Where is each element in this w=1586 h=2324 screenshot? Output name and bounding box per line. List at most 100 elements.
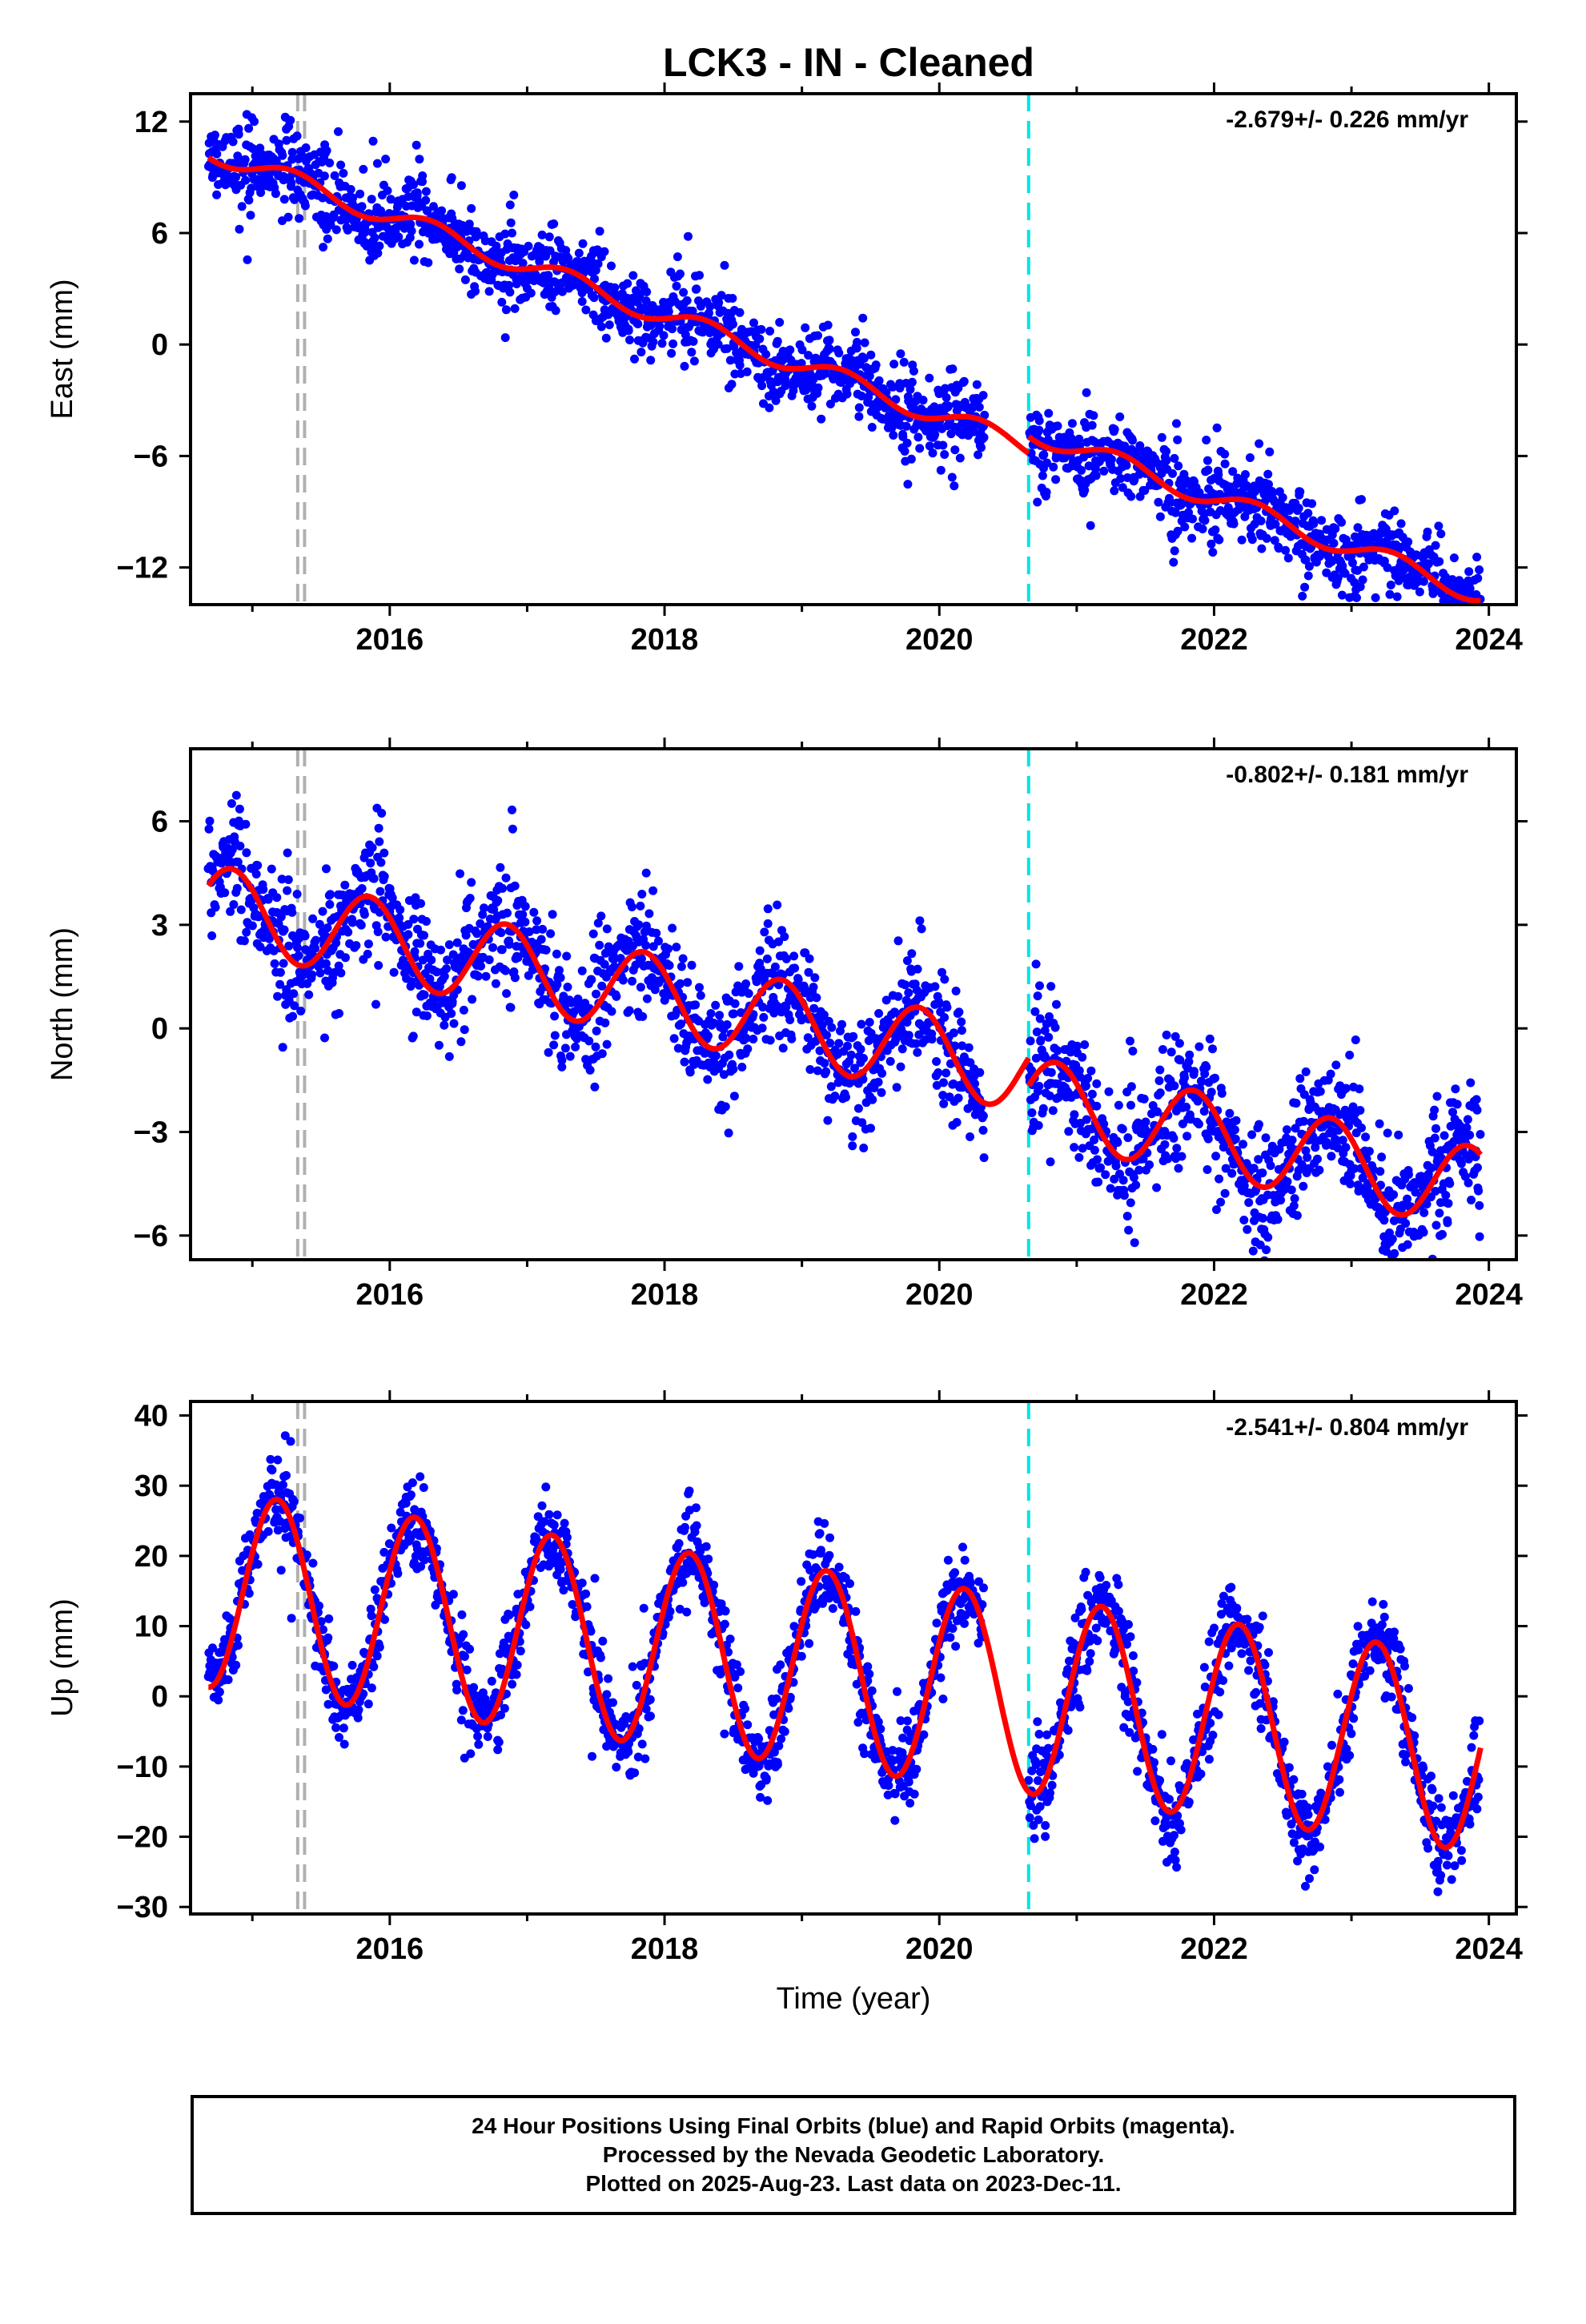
data-point	[467, 878, 476, 887]
data-point	[520, 917, 530, 927]
data-point	[335, 1733, 343, 1742]
data-point	[574, 248, 584, 258]
data-point	[544, 1510, 554, 1519]
data-point	[927, 1035, 937, 1044]
data-point	[1430, 1133, 1439, 1143]
data-point	[412, 188, 422, 198]
data-point	[1042, 458, 1052, 468]
data-point	[728, 294, 737, 303]
data-point	[1122, 1212, 1132, 1221]
data-point	[412, 1007, 421, 1017]
data-point	[938, 440, 948, 450]
data-point	[904, 988, 913, 998]
data-point	[1473, 573, 1483, 583]
data-point	[1203, 465, 1213, 475]
data-point	[1212, 1205, 1221, 1214]
data-point	[915, 916, 925, 926]
data-point	[322, 146, 331, 155]
data-point	[1035, 1014, 1045, 1023]
data-point	[462, 227, 472, 236]
data-point	[334, 127, 343, 136]
data-point	[765, 1035, 775, 1045]
data-point	[1379, 1216, 1389, 1225]
data-point	[820, 1059, 829, 1068]
data-point	[1185, 1050, 1195, 1059]
data-point	[950, 1041, 960, 1051]
data-point	[366, 858, 375, 868]
data-point	[893, 936, 903, 946]
data-point	[240, 155, 250, 164]
data-point	[940, 450, 950, 459]
data-point	[1270, 536, 1279, 545]
data-point	[1247, 535, 1257, 545]
data-point	[650, 985, 660, 995]
data-point	[1221, 1164, 1231, 1173]
data-point	[1082, 1081, 1090, 1091]
data-point	[821, 368, 830, 378]
data-point	[805, 954, 814, 963]
data-point	[1258, 1168, 1267, 1178]
data-point	[432, 967, 442, 977]
data-point	[409, 255, 419, 265]
data-point	[1086, 1066, 1096, 1076]
data-point	[505, 287, 515, 297]
data-point	[1419, 1228, 1428, 1237]
data-point	[737, 1063, 747, 1072]
data-point	[1357, 1123, 1366, 1132]
data-point	[416, 939, 425, 948]
data-point	[895, 384, 905, 393]
data-point	[1289, 1201, 1299, 1211]
data-point	[1083, 1074, 1093, 1083]
data-point	[857, 1118, 867, 1128]
data-point	[318, 907, 327, 916]
data-point	[885, 1056, 895, 1066]
data-point	[363, 939, 373, 949]
data-point	[1046, 982, 1056, 991]
data-point	[834, 1039, 844, 1048]
data-points-east	[204, 110, 1485, 605]
data-point	[549, 219, 559, 228]
data-point	[591, 1042, 600, 1051]
data-point	[1187, 533, 1197, 543]
data-point	[518, 259, 528, 268]
data-point	[1046, 1157, 1055, 1167]
data-point	[481, 971, 491, 981]
data-point	[1113, 1138, 1122, 1148]
data-point	[552, 949, 561, 959]
data-point	[480, 903, 488, 913]
data-point	[1086, 521, 1095, 530]
data-point	[411, 893, 420, 903]
data-point	[1290, 1194, 1299, 1204]
y-tick-label: 12	[135, 106, 168, 139]
data-point	[1082, 388, 1091, 397]
data-point	[1331, 524, 1340, 533]
data-point	[678, 954, 688, 963]
data-point	[452, 1685, 462, 1695]
data-point	[1295, 487, 1305, 497]
data-point	[518, 910, 528, 919]
data-point	[1205, 1034, 1215, 1043]
data-point	[892, 1083, 901, 1092]
y-tick-label: 0	[151, 328, 168, 362]
data-point	[616, 954, 625, 963]
data-point	[387, 893, 397, 903]
data-point	[730, 999, 740, 1008]
data-point	[1128, 436, 1137, 445]
data-point	[954, 1007, 964, 1017]
data-point	[287, 155, 297, 164]
data-point	[1448, 1108, 1457, 1117]
data-point	[891, 395, 901, 404]
data-point	[778, 1043, 788, 1053]
data-point	[1070, 1110, 1079, 1120]
data-point	[597, 981, 607, 991]
data-point	[857, 392, 866, 400]
data-point	[979, 1153, 989, 1163]
data-point	[334, 961, 343, 971]
data-point	[1404, 1170, 1413, 1180]
data-point	[1331, 1060, 1341, 1070]
data-point	[757, 324, 766, 334]
data-point	[646, 356, 656, 365]
data-point	[259, 885, 268, 895]
data-point	[1245, 453, 1255, 462]
data-point	[679, 287, 689, 297]
